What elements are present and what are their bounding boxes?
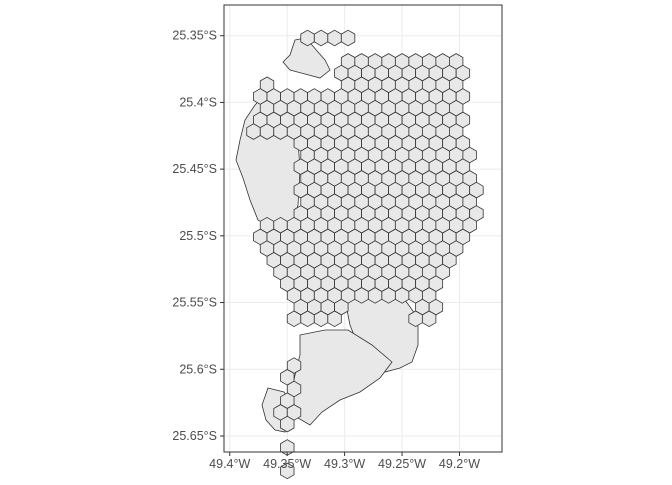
hex-cell <box>381 287 396 304</box>
hex-cell <box>327 29 342 47</box>
hex-cell <box>354 287 369 304</box>
y-tick-label: 25.35°S <box>172 29 217 43</box>
hex-cell <box>280 439 295 456</box>
hex-cell <box>408 310 423 328</box>
y-tick-label: 25.65°S <box>172 429 217 443</box>
x-tick-label: 49.25°W <box>378 457 426 471</box>
axes: 49.4°W 49.35°W 49.3°W 49.25°W 49.2°W 25.35°S 2… <box>172 29 480 471</box>
hex-cell <box>280 415 295 433</box>
hex-cell <box>394 287 410 304</box>
hex-cell <box>300 29 315 47</box>
hexagon-grid <box>235 29 484 480</box>
y-tick-label: 25.55°S <box>172 296 217 310</box>
hex-cell <box>273 123 288 140</box>
hex-cell <box>300 310 315 328</box>
hex-cell <box>259 123 275 140</box>
hex-cell <box>286 310 302 328</box>
x-tick-label: 49.35°W <box>263 457 311 471</box>
hex-cell <box>327 310 342 328</box>
y-tick-label: 25.45°S <box>172 162 217 176</box>
x-tick-label: 49.2°W <box>439 457 480 471</box>
hex-cell <box>313 310 329 328</box>
hex-cell <box>421 310 437 328</box>
y-tick-label: 25.5°S <box>179 229 217 243</box>
y-tick-label: 25.6°S <box>179 362 217 376</box>
hex-cell <box>313 29 329 47</box>
x-tick-label: 49.4°W <box>209 457 250 471</box>
hex-cell <box>280 462 295 480</box>
y-tick-label: 25.4°S <box>179 95 217 109</box>
x-tick-label: 49.3°W <box>324 457 365 471</box>
hex-cell <box>340 29 356 47</box>
hex-cell <box>246 123 261 140</box>
hex-cell <box>367 287 383 304</box>
panel-border <box>223 4 503 453</box>
